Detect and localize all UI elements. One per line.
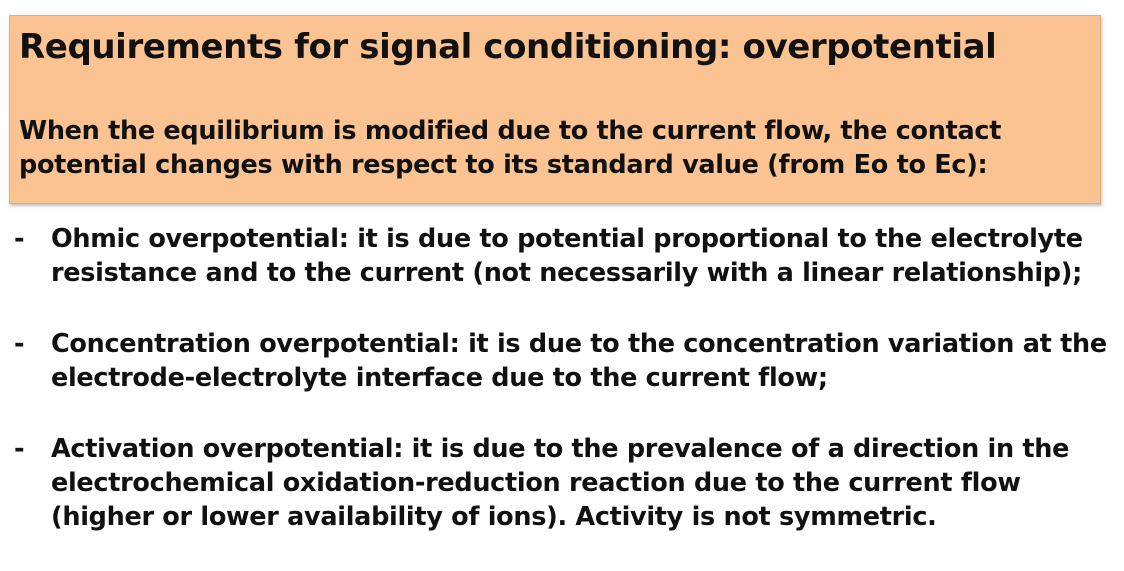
bullet-item-ohmic: - Ohmic overpotential: it is due to pote… bbox=[14, 222, 1119, 290]
bullet-list: - Ohmic overpotential: it is due to pote… bbox=[14, 222, 1119, 571]
bullet-item-concentration: - Concentration overpotential: it is due… bbox=[14, 327, 1119, 395]
bullet-text: Concentration overpotential: it is due t… bbox=[51, 329, 1107, 393]
header-box: Requirements for signal conditioning: ov… bbox=[9, 15, 1101, 204]
intro-text: When the equilibrium is modified due to … bbox=[19, 116, 1002, 180]
bullet-marker: - bbox=[14, 329, 25, 359]
bullet-text: Activation overpotential: it is due to t… bbox=[51, 434, 1070, 532]
slide-title: Requirements for signal conditioning: ov… bbox=[19, 27, 997, 67]
bullet-item-activation: - Activation overpotential: it is due to… bbox=[14, 432, 1119, 534]
bullet-marker: - bbox=[14, 434, 25, 464]
bullet-text: Ohmic overpotential: it is due to potent… bbox=[51, 224, 1083, 288]
bullet-marker: - bbox=[14, 224, 25, 254]
